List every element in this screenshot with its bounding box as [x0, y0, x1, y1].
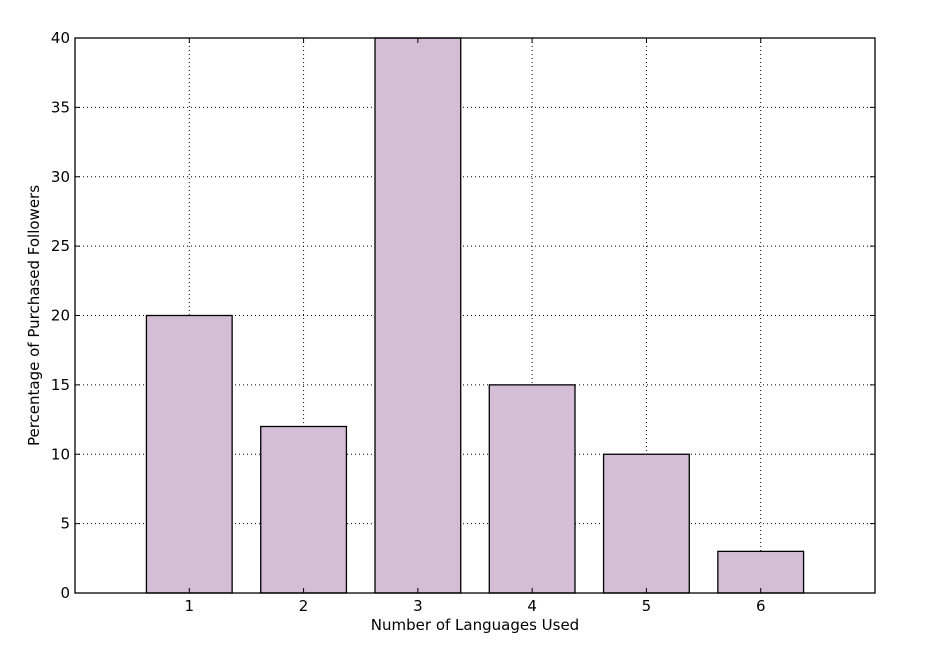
- y-tick-label: 35: [51, 98, 70, 116]
- bar-4: [488, 384, 576, 594]
- y-tick-labels: 0 5 10 15 20 25 30 35 40: [51, 29, 70, 602]
- y-tick-label: 30: [51, 168, 70, 186]
- axis-ticks: [75, 37, 875, 594]
- y-tick-label: 10: [51, 445, 70, 463]
- y-tick-label: 5: [60, 515, 70, 533]
- bar-1: [145, 314, 233, 594]
- x-tick-label: 6: [756, 597, 766, 615]
- bar-5: [602, 453, 690, 594]
- bars: [145, 37, 805, 594]
- x-tick-label: 1: [185, 597, 195, 615]
- bar-3: [374, 37, 462, 594]
- y-tick-label: 25: [51, 237, 70, 255]
- x-tick-label: 3: [413, 597, 423, 615]
- y-axis-label: Percentage of Purchased Followers: [25, 185, 43, 446]
- y-tick-label: 0: [60, 584, 70, 602]
- x-tick-labels: 1 2 3 4 5 6: [185, 597, 766, 615]
- x-tick-label: 2: [299, 597, 309, 615]
- bar-2: [260, 425, 348, 594]
- x-tick-label: 5: [642, 597, 652, 615]
- bar-6: [717, 550, 805, 594]
- x-axis-label: Number of Languages Used: [371, 616, 579, 634]
- y-tick-label: 15: [51, 376, 70, 394]
- y-tick-label: 40: [51, 29, 70, 47]
- y-tick-label: 20: [51, 307, 70, 325]
- x-tick-label: 4: [527, 597, 537, 615]
